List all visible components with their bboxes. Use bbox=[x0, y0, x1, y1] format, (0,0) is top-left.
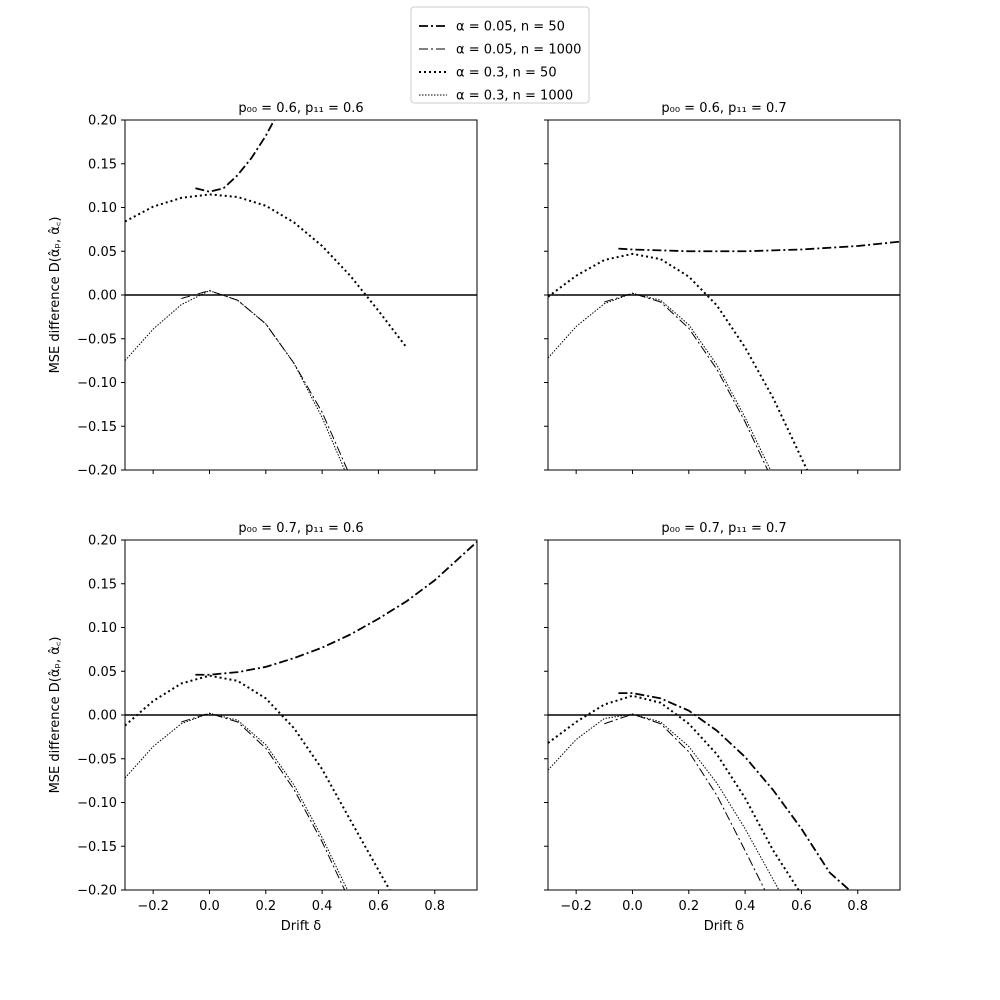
series-line-dotted-thick bbox=[548, 694, 800, 890]
y-tick-label: 0.10 bbox=[88, 201, 117, 216]
series-line-dashdot-thick bbox=[618, 692, 850, 890]
subplot-title: p₀₀ = 0.7, p₁₁ = 0.7 bbox=[661, 521, 786, 536]
legend: α = 0.05, n = 50 α = 0.05, n = 1000 α = 0.… bbox=[410, 6, 590, 104]
legend-entry: α = 0.3, n = 50 bbox=[419, 66, 557, 81]
y-tick-label: −0.15 bbox=[77, 420, 117, 435]
series-line-dotted-thin bbox=[125, 290, 346, 470]
y-tick-label: −0.15 bbox=[77, 840, 117, 855]
series-group bbox=[125, 120, 408, 470]
y-tick-label: 0.00 bbox=[88, 289, 117, 304]
series-group bbox=[548, 240, 900, 470]
y-tick-label: −0.05 bbox=[77, 332, 117, 347]
subplot-title: p₀₀ = 0.6, p₁₁ = 0.7 bbox=[661, 101, 786, 116]
series-line-dashdot-thick bbox=[195, 541, 477, 676]
x-tick-label: −0.2 bbox=[560, 899, 592, 914]
x-tick-label: 0.4 bbox=[312, 899, 333, 914]
y-tick-label: 0.15 bbox=[88, 577, 117, 592]
y-axis-label: MSE difference D(α̂ₚ, α̂꜀) bbox=[48, 217, 63, 374]
y-tick-label: −0.20 bbox=[77, 884, 117, 899]
x-tick-label: 0.6 bbox=[368, 899, 389, 914]
subplot-title: p₀₀ = 0.6, p₁₁ = 0.6 bbox=[238, 101, 363, 116]
y-tick-label: 0.05 bbox=[88, 665, 117, 680]
legend-label: α = 0.3, n = 50 bbox=[456, 66, 557, 81]
subplots: −0.20−0.15−0.10−0.050.000.050.100.150.20… bbox=[48, 101, 901, 934]
legend-label: α = 0.05, n = 50 bbox=[456, 20, 565, 35]
y-axis-label: MSE difference D(α̂ₚ, α̂꜀) bbox=[48, 637, 63, 794]
x-axis-label: Drift δ bbox=[704, 919, 745, 934]
legend-label: α = 0.3, n = 1000 bbox=[456, 89, 573, 104]
series-group bbox=[125, 541, 477, 890]
x-tick-label: 0.0 bbox=[622, 899, 643, 914]
x-tick-label: 0.6 bbox=[791, 899, 812, 914]
legend-entry: α = 0.3, n = 1000 bbox=[419, 89, 573, 104]
series-line-dotted-thick bbox=[125, 193, 408, 349]
y-tick-label: 0.20 bbox=[88, 534, 117, 549]
subplot-2: p₀₀ = 0.6, p₁₁ = 0.7 bbox=[544, 101, 901, 474]
subplot-4: −0.2 0.0 0.2 0.4 0.6 0.8 p₀₀ = 0.7, p₁₁ = 0.7 D… bbox=[544, 521, 901, 934]
x-tick-label: 0.2 bbox=[678, 899, 699, 914]
series-line-dotted-thin bbox=[548, 292, 771, 470]
x-tick-label: 0.4 bbox=[735, 899, 756, 914]
series-line-dotted-thick bbox=[548, 252, 808, 470]
x-tick-label: 0.8 bbox=[424, 899, 445, 914]
x-axis-label: Drift δ bbox=[281, 919, 322, 934]
legend-entry: α = 0.05, n = 50 bbox=[419, 20, 565, 35]
y-tick-label: −0.20 bbox=[77, 464, 117, 479]
legend-box bbox=[410, 6, 590, 104]
subplot-title: p₀₀ = 0.7, p₁₁ = 0.6 bbox=[238, 521, 363, 536]
x-tick-label: 0.0 bbox=[199, 899, 220, 914]
series-line-dotted-thin bbox=[125, 712, 348, 890]
legend-entry: α = 0.05, n = 1000 bbox=[419, 43, 581, 58]
y-tick-label: 0.00 bbox=[88, 709, 117, 724]
subplot-3: −0.2 0.0 0.2 0.4 0.6 0.8 −0.20 −0.15 −0.10 −0.05 0… bbox=[48, 521, 478, 934]
y-tick-label: 0.20 bbox=[88, 114, 117, 129]
y-tick-label: 0.10 bbox=[88, 621, 117, 636]
y-tick-label: −0.10 bbox=[77, 376, 117, 391]
y-tick-label: −0.05 bbox=[77, 752, 117, 767]
subplot-1: −0.20 −0.15 −0.10 −0.05 0.00 0.05 0.10 0.15 0.20… bbox=[48, 101, 478, 479]
x-tick-label: −0.2 bbox=[137, 899, 169, 914]
x-tick-label: 0.2 bbox=[255, 899, 276, 914]
y-tick-label: 0.15 bbox=[88, 157, 117, 172]
legend-label: α = 0.05, n = 1000 bbox=[456, 43, 581, 58]
y-tick-label: 0.05 bbox=[88, 245, 117, 260]
x-tick-label: 0.8 bbox=[847, 899, 868, 914]
y-tick-label: −0.10 bbox=[77, 796, 117, 811]
series-line-dashdot-thick bbox=[618, 240, 900, 253]
series-group bbox=[548, 692, 850, 890]
series-line-dotted-thick bbox=[125, 674, 391, 890]
